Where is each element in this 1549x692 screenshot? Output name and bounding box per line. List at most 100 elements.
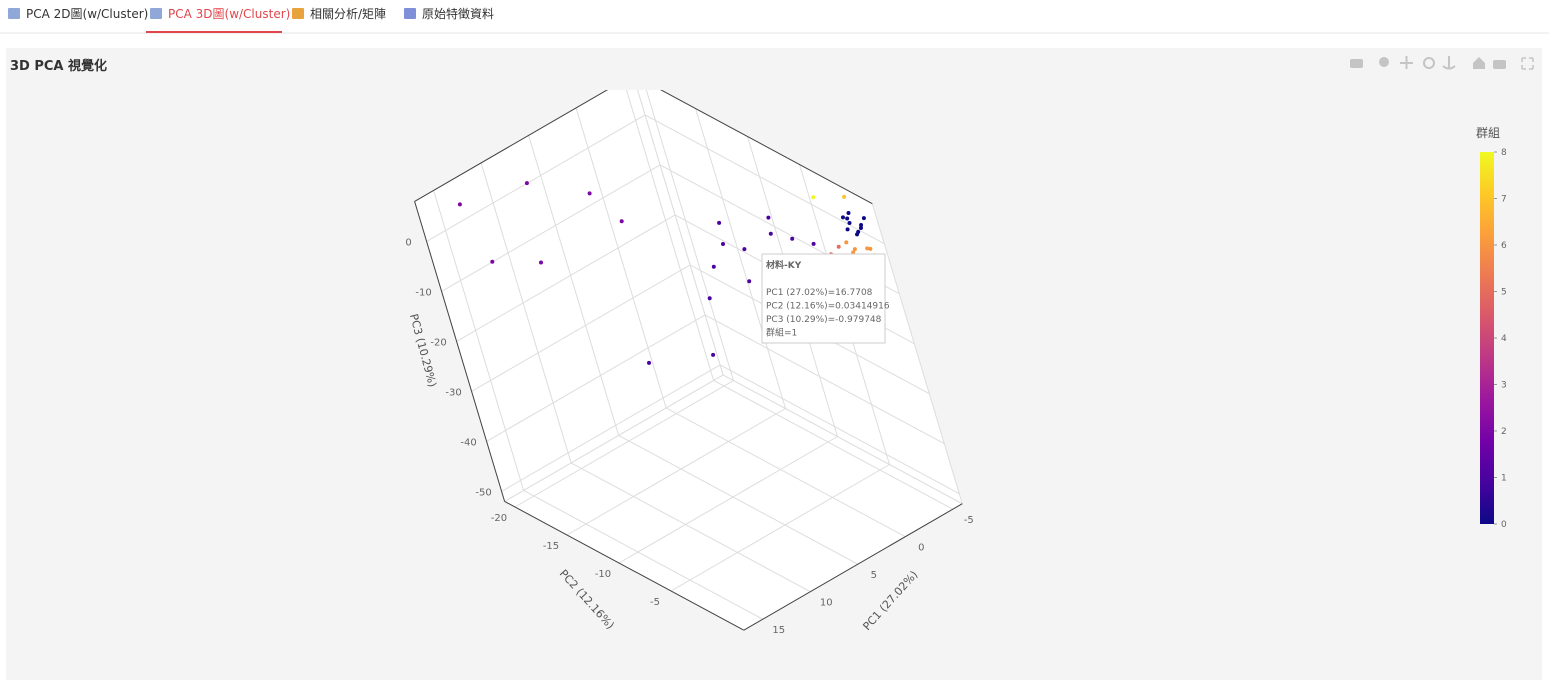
data-point[interactable] xyxy=(840,215,845,220)
x-tick-label: 15 xyxy=(772,625,785,636)
data-point[interactable] xyxy=(747,279,752,284)
chart-title: 3D PCA 視覺化 xyxy=(10,58,107,74)
data-point[interactable] xyxy=(587,191,592,196)
data-point[interactable] xyxy=(721,242,725,246)
x-tick-label: 10 xyxy=(820,598,833,609)
grid-line xyxy=(670,464,890,592)
data-point[interactable] xyxy=(846,211,851,216)
camera-view-icon[interactable] xyxy=(1493,60,1506,69)
data-point[interactable] xyxy=(852,247,857,252)
grid-line xyxy=(575,107,667,409)
data-point[interactable] xyxy=(490,259,495,264)
grid-line xyxy=(645,90,734,381)
data-point[interactable] xyxy=(845,227,850,232)
data-point[interactable] xyxy=(859,223,864,227)
tab-label[interactable]: PCA 2D圖(w/Cluster) xyxy=(26,7,148,21)
grid-line xyxy=(570,462,811,593)
data-point[interactable] xyxy=(619,219,624,224)
tooltip-line: PC2 (12.16%)=0.03414916 xyxy=(766,302,890,312)
data-point[interactable] xyxy=(856,229,861,234)
home-icon[interactable] xyxy=(1473,57,1485,69)
camera-icon[interactable] xyxy=(1350,59,1363,68)
grid-line xyxy=(618,436,838,564)
colorbar-tick-label: 5 xyxy=(1501,288,1507,298)
y-tick-label: -20 xyxy=(491,513,507,524)
grid-line xyxy=(625,90,715,381)
tooltip-box xyxy=(761,253,886,344)
tab-label[interactable]: PCA 3D圖(w/Cluster) xyxy=(168,7,290,21)
data-point[interactable] xyxy=(865,246,870,251)
colorbar-tick-label: 8 xyxy=(1501,148,1507,158)
data-point[interactable] xyxy=(539,260,543,265)
grid-line xyxy=(566,408,786,536)
data-point[interactable] xyxy=(842,194,847,199)
y-tick-label: -10 xyxy=(595,569,611,580)
grid-line xyxy=(704,314,945,445)
colorbar-gradient xyxy=(1480,152,1494,524)
axis-line xyxy=(660,90,873,205)
orbit-icon[interactable] xyxy=(1423,57,1435,69)
tab-label[interactable]: 原始特徵資料 xyxy=(422,6,494,21)
colorbar-tick-label: 6 xyxy=(1501,241,1507,251)
grid-line xyxy=(523,489,764,620)
grid-line xyxy=(695,108,786,409)
tab-icon xyxy=(150,8,162,19)
tab-icon xyxy=(404,8,416,19)
grid-line xyxy=(480,162,572,464)
data-point[interactable] xyxy=(858,226,863,231)
data-point[interactable] xyxy=(868,246,873,251)
colorbar: 群組 0 1 2 3 4 5 6 7 8 xyxy=(1476,126,1507,530)
data-point[interactable] xyxy=(847,221,852,225)
data-point[interactable] xyxy=(524,181,529,186)
modebar xyxy=(1350,56,1534,70)
x-tick-label: 0 xyxy=(918,543,924,554)
colorbar-tick-label: 1 xyxy=(1501,474,1507,484)
data-point[interactable] xyxy=(742,247,747,252)
data-point[interactable] xyxy=(845,216,850,221)
grid-line xyxy=(426,114,646,242)
z-tick-label: -40 xyxy=(460,437,476,448)
turntable-icon[interactable] xyxy=(1442,56,1456,70)
data-point[interactable] xyxy=(711,352,716,357)
data-point[interactable] xyxy=(457,202,462,207)
data-point[interactable] xyxy=(707,296,712,301)
data-point[interactable] xyxy=(766,215,771,220)
z-tick-label: -30 xyxy=(445,387,461,398)
colorbar-tick-label: 7 xyxy=(1501,195,1507,205)
pan-icon[interactable] xyxy=(1400,56,1413,69)
data-point[interactable] xyxy=(711,264,716,269)
grid-line xyxy=(713,379,954,510)
data-point[interactable] xyxy=(647,360,652,365)
grid-line xyxy=(501,364,721,492)
data-point[interactable] xyxy=(717,220,722,225)
grid-line xyxy=(456,214,676,342)
zoom-icon[interactable] xyxy=(1379,57,1389,67)
grid-line xyxy=(719,364,960,495)
y-tick-label: -5 xyxy=(650,597,660,608)
fullscreen-icon[interactable] xyxy=(1521,57,1534,70)
axis-line xyxy=(743,503,963,631)
y-tick-label: -15 xyxy=(543,541,559,552)
colorbar-title: 群組 xyxy=(1476,126,1500,140)
data-point[interactable] xyxy=(811,195,816,200)
axis-line xyxy=(414,201,506,502)
hover-tooltip: 材料-KY PC1 (27.02%)=16.7708 PC2 (12.16%)=0.… xyxy=(761,253,890,344)
tab-icon xyxy=(292,8,304,19)
tooltip-title: 材料-KY xyxy=(765,259,802,271)
data-point[interactable] xyxy=(851,250,856,255)
data-point[interactable] xyxy=(768,231,773,236)
z-tick-label: -50 xyxy=(475,487,491,498)
tab-icon xyxy=(8,8,20,19)
grid-line xyxy=(644,114,885,245)
tab-bar: PCA 2D圖(w/Cluster) PCA 3D圖(w/Cluster) 相關分析… xyxy=(8,6,494,33)
data-point[interactable] xyxy=(861,216,866,221)
grid-line xyxy=(486,314,706,442)
data-point[interactable] xyxy=(790,236,795,241)
tab-label[interactable]: 相關分析/矩陣 xyxy=(310,7,386,21)
grid-line xyxy=(471,264,691,392)
data-point[interactable] xyxy=(844,240,849,245)
x-tick-label: -5 xyxy=(964,515,974,526)
data-point[interactable] xyxy=(811,241,816,246)
data-point[interactable] xyxy=(836,244,841,249)
